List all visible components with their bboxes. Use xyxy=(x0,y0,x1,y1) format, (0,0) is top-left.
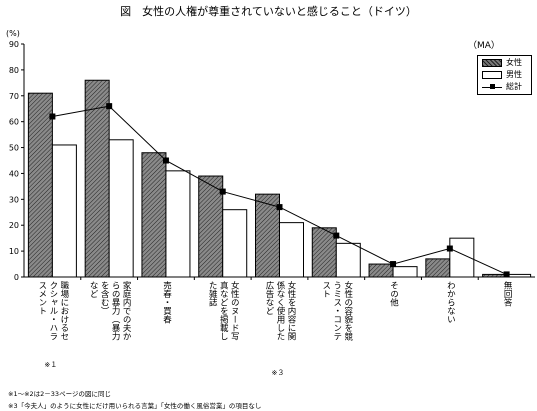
x-category-label: その他 xyxy=(388,281,399,307)
legend-swatch-male xyxy=(482,71,502,79)
chart-title: 図 女性の人権が尊重されていないと感じること（ドイツ） xyxy=(120,5,417,18)
x-category-label: 女性の容貌を競 うミス・コンテ スト xyxy=(320,281,353,341)
x-category-label-line: 売春・買春 xyxy=(161,281,172,324)
x-category-label-line: た雑誌 xyxy=(207,281,218,307)
x-category-label-line: スト xyxy=(320,281,331,298)
bar-female xyxy=(27,92,53,278)
bar-female xyxy=(482,273,508,278)
bar-male xyxy=(506,273,532,278)
bar-male xyxy=(222,209,248,278)
bar-male xyxy=(392,266,418,278)
point-total xyxy=(162,157,169,164)
point-total xyxy=(446,245,453,252)
annotation-mark-1: ※１ xyxy=(44,361,58,369)
x-category-label-line: 家庭内での夫か xyxy=(121,281,132,341)
footnote-2: ※3「今夫人」のように女性にだけ用いられる言葉」「女性の働く風俗営業」の項目なし xyxy=(8,402,262,410)
x-category-label-line: を含む） xyxy=(99,281,110,315)
legend-item-male: 男性 xyxy=(478,69,531,81)
x-category-label-line: 係なく使用した xyxy=(275,281,285,341)
bar-female xyxy=(255,193,280,278)
y-tick-label: 50 xyxy=(9,144,19,153)
x-category-label-line: 無回答 xyxy=(502,281,513,307)
x-category-label-line: わからない xyxy=(445,281,456,324)
x-category-label-line: など xyxy=(88,281,99,298)
y-tick-label: 70 xyxy=(9,92,19,101)
bar-female xyxy=(141,152,167,278)
point-total xyxy=(49,113,56,120)
bar-female xyxy=(198,175,224,278)
footnote-1: ※1〜※2は2－33ページの図に同じ xyxy=(8,390,111,398)
x-category-label-line: 女性のヌード写 xyxy=(229,281,240,341)
x-category-label-line: クシャル・ハラ xyxy=(47,281,58,341)
legend-label-total: 総計 xyxy=(506,82,522,91)
y-tick-label: 0 xyxy=(14,273,19,282)
legend-label-female: 女性 xyxy=(506,58,522,67)
y-tick-label: 30 xyxy=(9,195,19,204)
x-category-label-line: らの暴力（暴力 xyxy=(110,281,121,341)
legend-item-female: 女性 xyxy=(478,57,531,69)
point-total xyxy=(106,103,113,110)
legend-swatch-female xyxy=(482,59,502,67)
bar-female xyxy=(311,227,337,278)
legend-item-total: 総計 xyxy=(478,81,531,93)
point-total xyxy=(333,232,340,239)
point-total xyxy=(219,188,226,195)
x-category-label-line: 女性の容貌を競 xyxy=(342,281,353,341)
x-category-label-line: スメント xyxy=(36,281,47,315)
x-category-label: 家庭内での夫か らの暴力（暴力 を含む） など xyxy=(87,281,131,341)
legend-label-male: 男性 xyxy=(506,70,522,79)
bar-male xyxy=(279,222,304,278)
y-tick-label: 20 xyxy=(9,221,19,230)
x-category-label: 売春・買春 xyxy=(160,281,171,324)
x-category-label: 女性のヌード写 真などを掲載し た雑誌 xyxy=(206,281,239,341)
bar-female xyxy=(425,258,451,278)
point-total xyxy=(390,261,397,268)
bar-male xyxy=(51,144,77,278)
x-category-label-line: うミス・コンテ xyxy=(331,281,342,341)
x-category-label-line: その他 xyxy=(388,281,399,307)
x-category-label-line: 広告など xyxy=(264,281,274,315)
annotation-mark-3: ※３ xyxy=(271,369,285,377)
legend: 女性 男性 総計 xyxy=(477,55,532,95)
bar-female xyxy=(368,263,394,278)
bar-male xyxy=(335,242,361,278)
legend-swatch-total xyxy=(482,83,502,91)
y-tick-label: 90 xyxy=(9,40,19,49)
y-tick-label: 10 xyxy=(9,247,19,256)
point-total xyxy=(503,271,510,278)
x-category-label-line: 真などを掲載し xyxy=(218,281,229,341)
bar-male xyxy=(108,139,134,278)
y-tick-label: 60 xyxy=(9,118,19,127)
x-category-label: 女性を内容に関 係なく使用した 広告など xyxy=(263,281,296,341)
x-category-label: わからない xyxy=(444,281,455,324)
ma-label: （MA） xyxy=(468,41,500,51)
x-category-label-line: 女性を内容に関 xyxy=(286,281,296,341)
x-category-label-line: 職場におけるセ xyxy=(58,281,69,341)
y-tick-label: 80 xyxy=(9,66,19,75)
bar-female xyxy=(84,79,110,278)
x-category-label: 無回答 xyxy=(501,281,512,307)
bar-male xyxy=(165,170,191,278)
y-tick-label: 40 xyxy=(9,169,19,178)
y-axis-unit-label: (%) xyxy=(6,29,20,38)
point-total xyxy=(276,204,283,211)
x-category-label: 職場におけるセ クシャル・ハラ スメント xyxy=(36,281,69,341)
